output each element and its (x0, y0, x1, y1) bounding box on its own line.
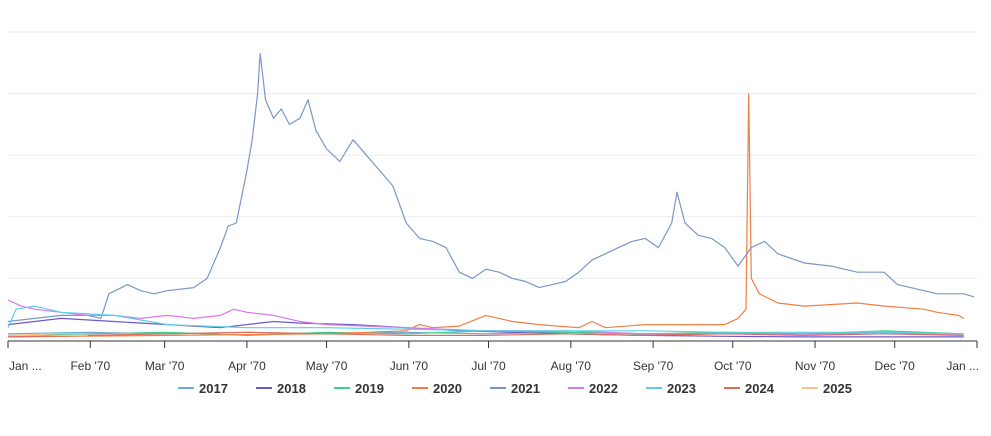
x-tick-label: Apr '70 (228, 359, 266, 373)
x-tick-label: Jun '70 (390, 359, 429, 373)
legend-label: 2023 (667, 381, 696, 396)
x-tick-label: May '70 (306, 359, 348, 373)
grid (8, 31, 977, 279)
legend-label: 2021 (511, 381, 540, 396)
legend-item-2024[interactable]: 2024 (724, 381, 775, 396)
legend-label: 2025 (823, 381, 852, 396)
x-axis: Jan ... Feb '70 Mar '70 Apr '70 May '70 Jun '… (7, 340, 979, 373)
series-line-2021[interactable] (7, 52, 975, 323)
legend-item-2022[interactable]: 2022 (568, 381, 618, 396)
legend-item-2019[interactable]: 2019 (334, 381, 384, 396)
series-line-2024[interactable] (7, 331, 964, 338)
legend-label: 2024 (745, 381, 775, 396)
x-tick-label: Dec '70 (875, 359, 916, 373)
legend-item-2020[interactable]: 2020 (412, 381, 462, 396)
legend-item-2023[interactable]: 2023 (646, 381, 696, 396)
legend: 2017 2018 2019 2020 2021 2022 2023 2024 2025 (178, 381, 852, 396)
series-line-2023[interactable] (7, 305, 964, 335)
x-tick-label: Jul '70 (471, 359, 506, 373)
legend-item-2017[interactable]: 2017 (178, 381, 228, 396)
x-tick-label: Jan ... (9, 359, 42, 373)
legend-label: 2017 (199, 381, 228, 396)
legend-label: 2022 (589, 381, 618, 396)
legend-label: 2018 (277, 381, 306, 396)
legend-item-2025[interactable]: 2025 (802, 381, 852, 396)
series-layer (7, 52, 975, 338)
x-tick-label: Nov '70 (795, 359, 836, 373)
x-tick-label: Sep '70 (633, 359, 674, 373)
legend-item-2018[interactable]: 2018 (256, 381, 306, 396)
legend-item-2021[interactable]: 2021 (490, 381, 540, 396)
legend-label: 2019 (355, 381, 384, 396)
x-tick-label: Feb '70 (70, 359, 110, 373)
series-line-2020[interactable] (7, 92, 964, 338)
x-tick-label: Jan ... (946, 359, 979, 373)
series-line-2022[interactable] (7, 299, 964, 335)
x-tick-label: Oct '70 (714, 359, 752, 373)
x-tick-label: Mar '70 (145, 359, 185, 373)
legend-label: 2020 (433, 381, 462, 396)
x-tick-label: Aug '70 (551, 359, 592, 373)
series-line-2025[interactable] (7, 333, 88, 337)
